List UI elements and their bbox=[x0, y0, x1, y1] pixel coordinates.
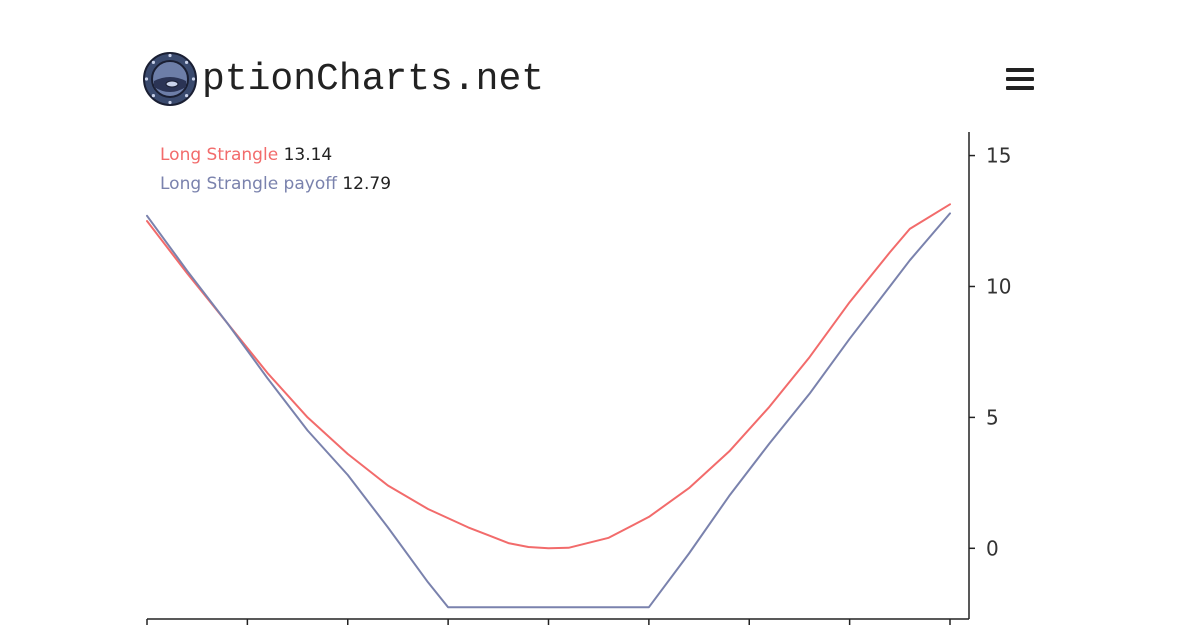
chart-legend: Long Strangle 13.14 Long Strangle payoff… bbox=[160, 141, 391, 199]
brand-title[interactable]: ptionCharts.net bbox=[202, 57, 545, 101]
y-tick-label: 15 bbox=[986, 144, 1011, 168]
y-tick-label: 0 bbox=[986, 536, 999, 560]
legend-label: Long Strangle payoff bbox=[160, 174, 337, 194]
legend-value: 12.79 bbox=[342, 174, 392, 194]
legend-item-long-strangle-payoff: Long Strangle payoff 12.79 bbox=[160, 170, 391, 199]
y-tick-label: 5 bbox=[986, 405, 999, 429]
series-line-long-strangle bbox=[146, 203, 951, 550]
porthole-logo-icon[interactable] bbox=[142, 51, 198, 107]
legend-item-long-strangle: Long Strangle 13.14 bbox=[160, 141, 391, 170]
series-line-long-strangle-payoff bbox=[146, 212, 951, 609]
legend-value: 13.14 bbox=[283, 145, 333, 165]
hamburger-menu-icon[interactable] bbox=[1006, 68, 1034, 94]
site-header: ptionCharts.net bbox=[142, 50, 544, 108]
y-tick-label: 10 bbox=[986, 274, 1011, 298]
legend-label: Long Strangle bbox=[160, 145, 279, 165]
